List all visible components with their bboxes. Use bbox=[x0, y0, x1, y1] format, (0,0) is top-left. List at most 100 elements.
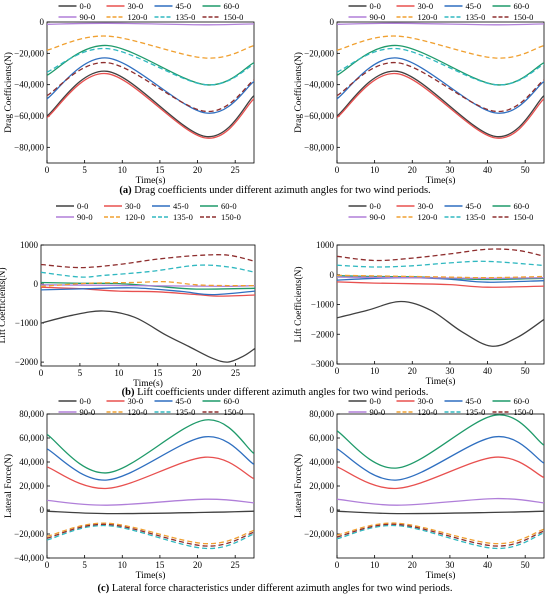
x-tick-label: 20 bbox=[408, 366, 418, 376]
series-line-60-0 bbox=[337, 44, 544, 86]
series-line-135-0 bbox=[47, 524, 254, 550]
x-tick-label: 20 bbox=[408, 165, 418, 175]
y-tick-label: 0 bbox=[330, 17, 335, 27]
series-line-60-0 bbox=[47, 44, 254, 86]
chart-c-right: 80,000 60,000 40,000 20,000 0 −20,000 0 10 20 30 4… bbox=[293, 396, 545, 581]
x-tick-label: 0 bbox=[45, 165, 50, 175]
series-line-90-0 bbox=[337, 497, 544, 506]
legend-label-60-0: 60-0 bbox=[224, 1, 240, 11]
x-tick-label: 30 bbox=[445, 560, 455, 570]
y-tick-label: 60,000 bbox=[309, 433, 334, 443]
x-tick-label: 0 bbox=[335, 560, 340, 570]
legend-label-45-0: 45-0 bbox=[176, 1, 192, 11]
y-tick-label: 40,000 bbox=[309, 457, 334, 467]
legend-label-90-0: 90-0 bbox=[370, 12, 386, 22]
legend-label-30-0: 30-0 bbox=[418, 396, 434, 406]
legend-label-135-0: 135-0 bbox=[466, 212, 486, 222]
series-line-150-0 bbox=[337, 523, 544, 547]
y-tick-label: −20,000 bbox=[304, 529, 334, 539]
y-tick-label: 0 bbox=[330, 270, 335, 280]
y-tick-label: −40,000 bbox=[14, 80, 44, 90]
y-tick-label: −60,000 bbox=[304, 111, 334, 121]
y-tick-label: −60,000 bbox=[14, 111, 44, 121]
x-tick-label: 10 bbox=[118, 560, 128, 570]
series-line-45-0 bbox=[47, 436, 254, 481]
series-line-0-0 bbox=[47, 510, 254, 515]
series-line-90-0 bbox=[47, 498, 254, 506]
y-axis-label: Lateral Force(N) bbox=[3, 454, 14, 518]
x-tick-label: 15 bbox=[155, 560, 165, 570]
y-tick-label: 1000 bbox=[20, 240, 39, 250]
legend-label-0-0: 0-0 bbox=[80, 1, 91, 11]
y-tick-label: 60,000 bbox=[19, 433, 44, 443]
x-tick-label: 50 bbox=[521, 165, 531, 175]
x-tick-label: 5 bbox=[82, 560, 87, 570]
legend-label-120-0: 120-0 bbox=[418, 12, 438, 22]
caption-text: Lift coefficients under different azimut… bbox=[135, 387, 429, 398]
y-tick-label: 0 bbox=[40, 17, 45, 27]
legend-label-90-0: 90-0 bbox=[80, 12, 96, 22]
chart-c-left: 80,00060,00040,00020,0000−20,000−40,0000… bbox=[3, 396, 255, 581]
y-tick-label: 0 bbox=[40, 505, 45, 515]
x-tick-label: 10 bbox=[118, 165, 128, 175]
legend-label-30-0: 30-0 bbox=[418, 1, 434, 11]
legend-label-120-0: 120-0 bbox=[128, 407, 148, 417]
series-line-60-0 bbox=[337, 414, 544, 469]
x-tick-label: 25 bbox=[231, 368, 241, 378]
series-line-135-0 bbox=[337, 47, 544, 86]
series-line-0-0 bbox=[337, 510, 544, 515]
legend-label-135-0: 135-0 bbox=[173, 212, 193, 222]
series-line-120-0 bbox=[337, 274, 544, 279]
legend-label-150-0: 150-0 bbox=[224, 12, 244, 22]
y-tick-label: −2000 bbox=[15, 357, 39, 367]
series-line-135-0 bbox=[47, 47, 254, 86]
y-axis-label: Lift Coefficients(N) bbox=[293, 266, 304, 342]
series-line-0-0 bbox=[337, 300, 544, 347]
plot-frame bbox=[46, 21, 255, 164]
y-tick-label: −20,000 bbox=[14, 529, 44, 539]
series-line-120-0 bbox=[47, 35, 254, 59]
x-tick-label: 15 bbox=[155, 165, 165, 175]
x-tick-label: 30 bbox=[445, 366, 455, 376]
x-tick-label: 0 bbox=[39, 368, 44, 378]
series-line-0-0 bbox=[337, 70, 544, 138]
caption-text: Drag coefficients under different azimut… bbox=[132, 185, 431, 196]
x-tick-label: 5 bbox=[78, 368, 83, 378]
legend-label-150-0: 150-0 bbox=[224, 407, 244, 417]
series-line-135-0 bbox=[337, 524, 544, 550]
series-line-30-0 bbox=[47, 456, 254, 490]
series-line-45-0 bbox=[47, 57, 254, 114]
y-tick-label: 80,000 bbox=[19, 409, 44, 419]
x-tick-label: 20 bbox=[193, 165, 203, 175]
x-tick-label: 20 bbox=[193, 560, 203, 570]
series-line-60-0 bbox=[47, 419, 254, 474]
x-axis-label: Time(s) bbox=[136, 570, 166, 581]
series-line-45-0 bbox=[337, 57, 544, 114]
series-line-90-0 bbox=[337, 22, 544, 26]
y-tick-label: −1000 bbox=[15, 318, 39, 328]
x-tick-label: 40 bbox=[483, 165, 493, 175]
chart-a-right: 0 −20,000 −40,000 −60,000 −80,000 0 10 20 30 40 50… bbox=[293, 1, 545, 186]
y-tick-label: 20,000 bbox=[19, 481, 44, 491]
plot-frame bbox=[336, 413, 545, 559]
caption-text: Lateral force characteristics under diff… bbox=[109, 583, 452, 594]
x-tick-label: 40 bbox=[483, 366, 493, 376]
y-tick-label: −80,000 bbox=[304, 142, 334, 152]
y-tick-label: −2000 bbox=[311, 329, 335, 339]
legend-label-0-0: 0-0 bbox=[370, 396, 381, 406]
x-tick-label: 10 bbox=[370, 165, 380, 175]
series-line-150-0 bbox=[337, 248, 544, 262]
y-tick-label: −20,000 bbox=[14, 48, 44, 58]
legend-label-0-0: 0-0 bbox=[370, 201, 381, 211]
x-tick-label: 30 bbox=[445, 165, 455, 175]
legend-label-90-0: 90-0 bbox=[77, 212, 93, 222]
y-axis-label: Lateral Force(N) bbox=[293, 454, 304, 518]
plot-frame bbox=[46, 413, 255, 559]
x-tick-label: 10 bbox=[114, 368, 124, 378]
series-line-0-0 bbox=[41, 310, 255, 363]
x-axis-label: Time(s) bbox=[426, 175, 456, 186]
legend-label-120-0: 120-0 bbox=[418, 212, 438, 222]
legend-label-150-0: 150-0 bbox=[514, 407, 534, 417]
legend-label-45-0: 45-0 bbox=[173, 201, 189, 211]
